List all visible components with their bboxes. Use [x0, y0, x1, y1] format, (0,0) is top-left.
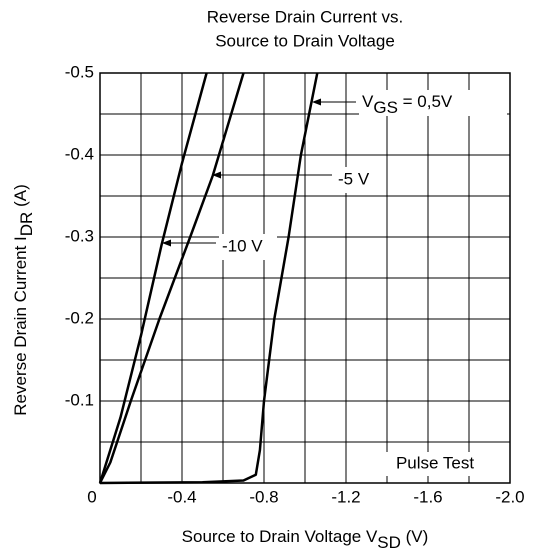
arrow-head [312, 98, 321, 106]
series-label: -10 V [222, 236, 263, 255]
series-line [98, 72, 208, 484]
y-tick-label: -0.2 [65, 308, 94, 327]
chart-title: Source to Drain Voltage [215, 31, 395, 50]
label-background [359, 90, 507, 116]
series-line [98, 72, 245, 484]
label-background [219, 234, 277, 260]
series-label-sub: GS [373, 98, 398, 117]
x-tick-label: -0.4 [167, 487, 196, 506]
arrow-head [212, 171, 221, 179]
note-background [376, 452, 494, 476]
series-label: VGS = 0,5V [362, 92, 453, 117]
y-tick-label: -0.4 [65, 144, 94, 163]
x-tick-label: 0 [87, 487, 96, 506]
series-label-part: V [362, 92, 374, 111]
x-tick-label: -1.6 [413, 487, 442, 506]
series-label-part: = 0,5V [398, 92, 453, 111]
series-label: -5 V [338, 169, 370, 188]
series-line [99, 72, 319, 485]
plot-frame [99, 72, 511, 484]
x-tick-label: -1.2 [331, 487, 360, 506]
chart-title: Reverse Drain Current vs. [207, 7, 404, 26]
x-axis-label: Source to Drain Voltage VSD (V) [182, 527, 429, 552]
y-axis-label: Reverse Drain Current IDR (A) [11, 184, 36, 415]
y-tick-label: -0.3 [65, 226, 94, 245]
arrow-head [162, 239, 171, 247]
x-tick-label: -0.8 [249, 487, 278, 506]
y-tick-label: -0.5 [65, 62, 94, 81]
note: Pulse Test [396, 453, 474, 472]
label-background [335, 167, 383, 193]
y-tick-label: -0.1 [65, 390, 94, 409]
x-tick-label: -2.0 [495, 487, 524, 506]
